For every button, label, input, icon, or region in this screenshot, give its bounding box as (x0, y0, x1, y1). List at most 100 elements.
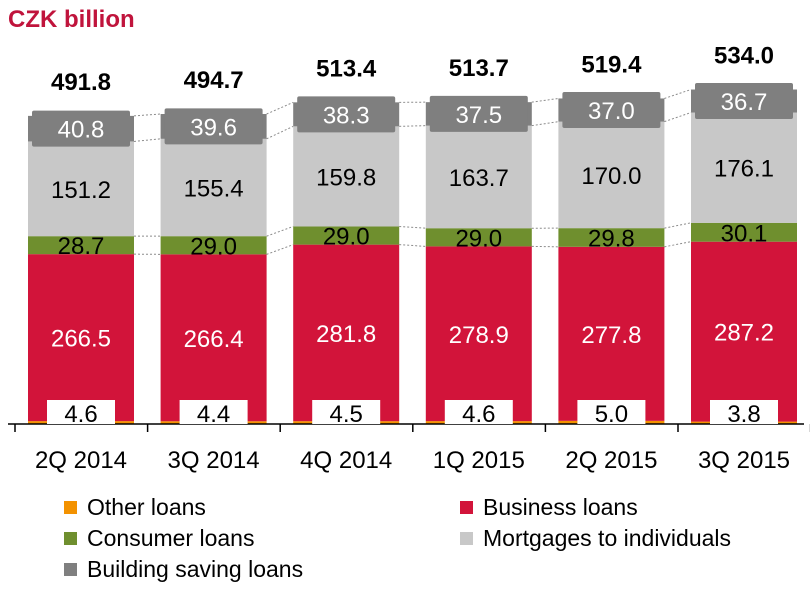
category-label: 1Q 2015 (433, 447, 525, 474)
data-label: 266.5 (51, 326, 111, 353)
bar-segment (558, 121, 665, 229)
data-label: 151.2 (51, 177, 111, 204)
data-label: 4.6 (64, 401, 97, 428)
connector-line (266, 244, 294, 255)
connector-line (133, 138, 161, 142)
category-label: 2Q 2015 (565, 447, 657, 474)
bar-segment (160, 254, 267, 422)
data-label: 5.0 (595, 401, 628, 428)
legend-swatch (460, 501, 473, 514)
legend-swatch (64, 532, 77, 545)
category-label: 2Q 2014 (35, 447, 127, 474)
bar-segment (293, 126, 400, 227)
bar-segment (293, 244, 400, 422)
bar-segment (160, 236, 267, 255)
bar-segment (691, 241, 797, 422)
total-label: 491.8 (51, 69, 111, 96)
legend-item: Mortgages to individuals (460, 525, 731, 552)
connector-line (664, 222, 692, 229)
category-label: 4Q 2014 (300, 447, 392, 474)
total-label: 534.0 (714, 43, 774, 70)
bar-segment (28, 254, 134, 422)
legend-swatch (460, 532, 473, 545)
bar-segment (425, 246, 532, 422)
total-label: 513.4 (316, 55, 377, 82)
data-label: 278.9 (449, 322, 509, 349)
bar-segment (558, 246, 665, 421)
data-label: 176.1 (714, 156, 774, 183)
data-label: 266.4 (184, 326, 244, 353)
legend-label: Business loans (483, 494, 638, 520)
data-label-background (164, 108, 263, 145)
bar-segment (691, 112, 797, 223)
data-label: 155.4 (184, 175, 244, 202)
data-label: 29.0 (323, 224, 370, 251)
bar-segment (425, 228, 532, 247)
connector-line (399, 225, 426, 229)
data-label: 28.7 (58, 233, 105, 260)
category-label: 3Q 2014 (168, 447, 260, 474)
legend-item: Other loans (64, 494, 206, 521)
data-label-background (577, 400, 646, 424)
connector-line (399, 125, 426, 127)
data-label-background (444, 400, 513, 424)
connector-line (664, 89, 692, 99)
total-label: 494.7 (184, 67, 244, 94)
data-label: 3.8 (727, 401, 760, 428)
data-label: 277.8 (581, 322, 641, 349)
data-label: 30.1 (721, 220, 768, 247)
data-label: 4.4 (197, 401, 230, 428)
bar-segment (28, 236, 134, 255)
connector-line (266, 225, 294, 237)
data-label-background (562, 92, 661, 129)
data-label: 37.0 (588, 98, 635, 125)
chart-unit-label: CZK billion (8, 6, 135, 33)
bar-segment (558, 228, 665, 247)
legend-label: Consumer loans (87, 525, 255, 551)
data-label: 40.8 (58, 117, 105, 144)
data-label: 170.0 (581, 163, 641, 190)
legend-label: Other loans (87, 494, 206, 520)
data-label-background (695, 83, 793, 120)
data-label-background (32, 110, 130, 147)
data-label: 29.0 (190, 233, 237, 260)
bar-segment (28, 141, 134, 237)
total-label: 513.7 (449, 55, 509, 82)
bar-segment (691, 222, 797, 242)
bar-segment (160, 138, 267, 237)
connector-line (664, 241, 692, 248)
connector-line (664, 112, 692, 123)
connector-line (266, 101, 294, 115)
legend-swatch (64, 563, 77, 576)
data-label: 163.7 (449, 165, 509, 192)
legend-item: Consumer loans (64, 525, 254, 552)
connector-line (531, 97, 559, 103)
data-label-background (297, 96, 396, 133)
category-label: 3Q 2015 (698, 447, 790, 474)
legend-item: Business loans (460, 494, 638, 521)
total-label: 519.4 (581, 51, 642, 78)
chart-legend: Other loans Business loans Consumer loans M… (0, 492, 810, 596)
data-label: 38.3 (323, 102, 370, 129)
data-label-background (710, 400, 778, 424)
connector-line (399, 244, 426, 247)
data-label: 29.0 (455, 225, 502, 252)
data-label: 159.8 (316, 164, 376, 191)
data-label: 4.5 (330, 401, 363, 428)
legend-swatch (64, 501, 77, 514)
bar-segment (293, 226, 400, 245)
data-label-background (429, 95, 528, 132)
data-label-background (179, 400, 248, 424)
data-label: 29.8 (588, 225, 635, 252)
connector-line (133, 113, 161, 117)
data-label: 36.7 (721, 89, 768, 116)
data-label: 281.8 (316, 321, 376, 348)
connector-line (266, 125, 294, 140)
legend-label: Mortgages to individuals (483, 525, 732, 551)
bar-segment (425, 125, 532, 229)
stacked-bar-chart: 4.6 266.5 28.7 151.2 40.8 491.8 2Q 2014 4.4 266.… (8, 43, 810, 474)
data-label: 287.2 (714, 320, 774, 347)
data-label: 4.6 (462, 401, 495, 428)
data-label: 39.6 (190, 114, 237, 141)
connector-line (531, 121, 559, 127)
